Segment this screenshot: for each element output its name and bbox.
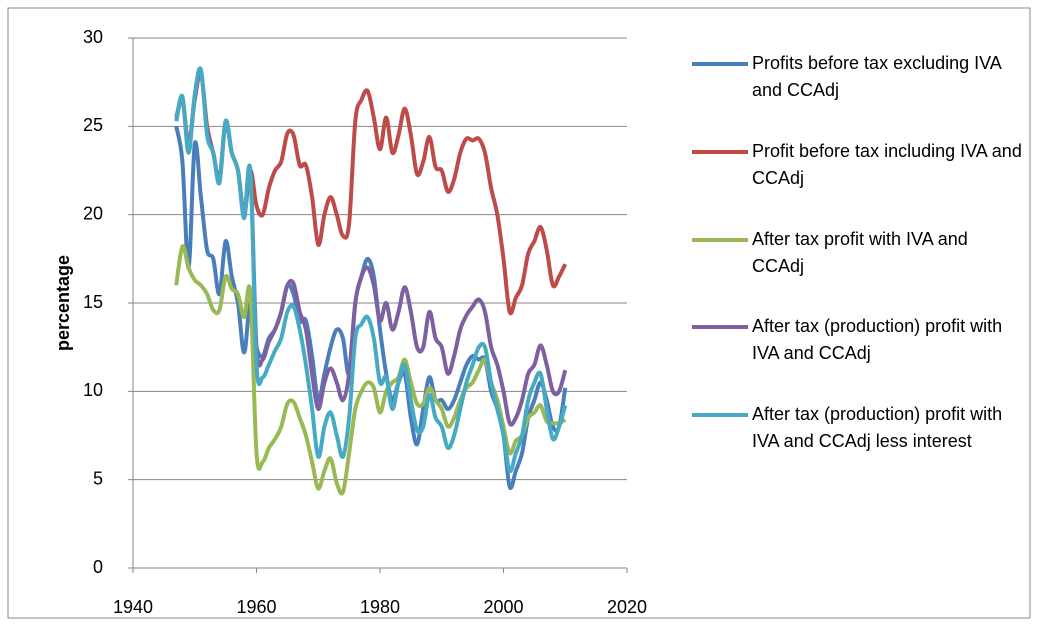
x-tick-label: 1980	[360, 597, 400, 617]
legend-label: After tax profit with IVA and CCAdj	[752, 229, 968, 276]
y-tick-label: 15	[83, 292, 103, 312]
legend-label: Profit before tax including IVA and CCAd…	[752, 141, 1022, 188]
legend-label: After tax (production) profit with IVA a…	[752, 404, 1003, 451]
x-tick-label: 1960	[236, 597, 276, 617]
legend-label: Profits before tax excluding IVA and CCA…	[752, 53, 1001, 100]
y-tick-label: 25	[83, 115, 103, 135]
y-tick-label: 30	[83, 27, 103, 47]
y-tick-label: 5	[93, 468, 103, 488]
line-series	[174, 66, 568, 474]
y-tick-label: 20	[83, 203, 103, 223]
x-tick-label: 1940	[113, 597, 153, 617]
line-series	[174, 244, 567, 496]
x-tick-label: 2020	[607, 597, 647, 617]
x-tick-label: 2000	[483, 597, 523, 617]
y-tick-label: 0	[93, 557, 103, 577]
y-tick-label: 10	[83, 380, 103, 400]
y-axis-label: percentage	[53, 255, 73, 351]
legend-label: After tax (production) profit with IVA a…	[752, 316, 1003, 363]
